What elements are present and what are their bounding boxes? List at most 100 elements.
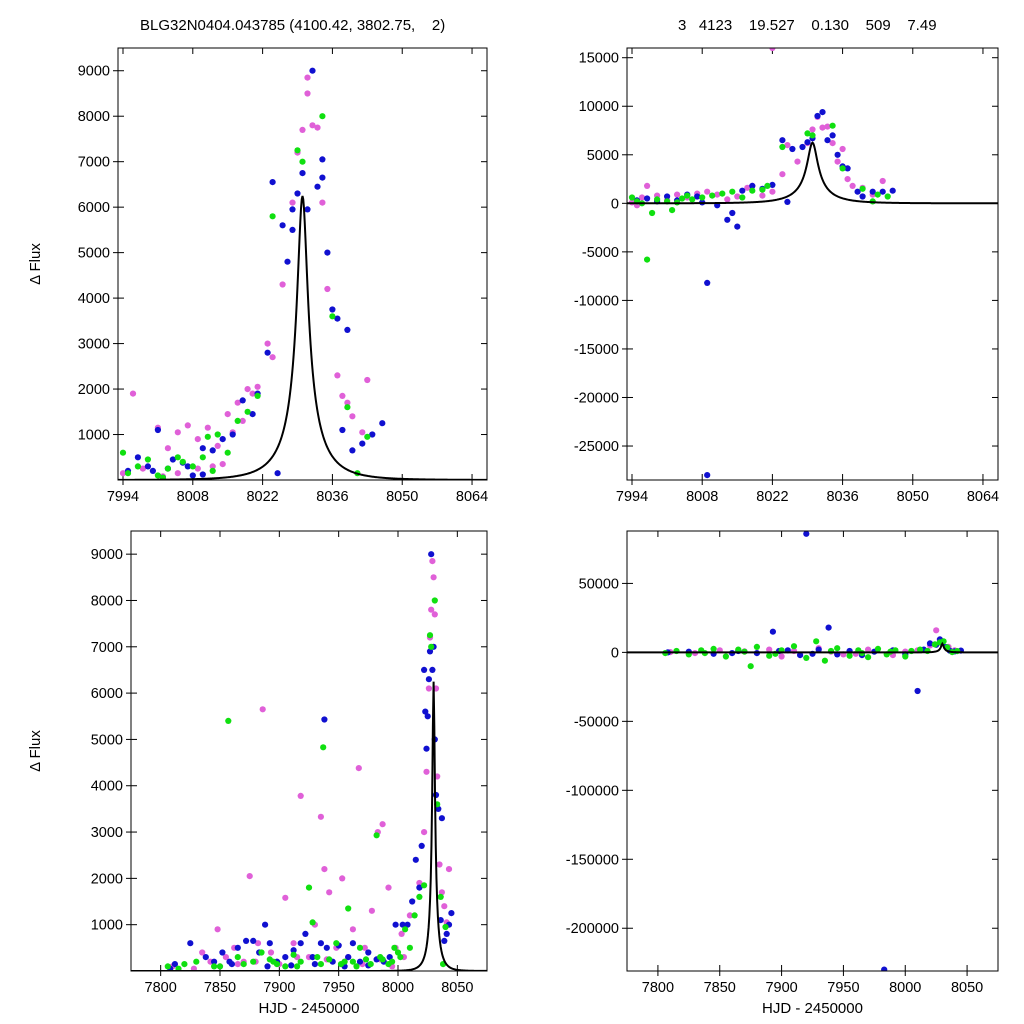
data-point-set3 xyxy=(644,256,651,263)
data-point-set1 xyxy=(222,954,229,961)
data-point-set1 xyxy=(344,399,351,406)
data-point-set2 xyxy=(184,463,191,470)
data-point-set2 xyxy=(309,954,316,961)
data-point-set1 xyxy=(824,123,831,130)
y-tick-label: 6000 xyxy=(91,686,123,702)
y-tick-label: 3000 xyxy=(78,337,110,353)
data-point-set3 xyxy=(353,963,360,970)
data-point-set2 xyxy=(282,954,289,961)
data-point-set3 xyxy=(181,961,188,968)
data-point-set2 xyxy=(734,223,741,230)
data-point-set3 xyxy=(735,646,742,653)
data-point-set2 xyxy=(423,745,430,752)
data-point-set2 xyxy=(284,258,291,265)
data-point-set3 xyxy=(710,645,717,653)
x-tick-label: 8008 xyxy=(686,489,718,505)
x-tick-label: 8050 xyxy=(897,489,929,505)
y-tick-label: 9000 xyxy=(78,64,110,80)
data-point-set2 xyxy=(664,193,671,200)
data-point-set2 xyxy=(694,193,701,200)
data-point-set3 xyxy=(709,192,716,199)
y-tick-label: 4000 xyxy=(91,779,123,795)
model-curve xyxy=(131,681,487,971)
data-point-set1 xyxy=(234,399,241,406)
data-point-set3 xyxy=(654,196,661,203)
data-point-set1 xyxy=(421,829,428,836)
data-point-set2 xyxy=(438,815,445,822)
data-point-set3 xyxy=(314,954,321,961)
data-point-set1 xyxy=(119,470,127,477)
data-point-set1 xyxy=(214,442,221,449)
data-point-set2 xyxy=(249,411,256,418)
y-axis-label: Δ Flux xyxy=(27,243,44,285)
data-point-set2 xyxy=(239,397,246,404)
data-point-set3 xyxy=(406,944,413,951)
data-point-set1 xyxy=(259,706,266,713)
data-point-set3 xyxy=(373,832,380,839)
x-tick-label: 8036 xyxy=(316,489,348,505)
data-point-set2 xyxy=(199,445,206,452)
data-point-set2 xyxy=(288,962,295,969)
data-point-set1 xyxy=(425,685,432,692)
data-point-set3 xyxy=(290,951,297,958)
data-point-set1 xyxy=(368,907,375,914)
data-point-set1 xyxy=(164,445,171,452)
data-point-set2 xyxy=(422,708,429,715)
data-point-set3 xyxy=(309,919,316,926)
data-point-set3 xyxy=(175,965,182,971)
data-point-set1 xyxy=(428,606,435,613)
y-tick-label: 1000 xyxy=(91,918,123,934)
data-point-set2 xyxy=(356,958,364,965)
data-point-set1 xyxy=(430,574,437,581)
data-point-set2 xyxy=(379,420,386,427)
y-tick-label: -10000 xyxy=(574,293,619,309)
data-point-set1 xyxy=(297,792,304,800)
data-point-set3 xyxy=(254,392,261,399)
data-point-set2 xyxy=(854,188,861,195)
data-point-set1 xyxy=(194,465,201,472)
data-point-set2 xyxy=(302,930,309,938)
data-point-set2 xyxy=(804,139,811,146)
y-tick-label: -25000 xyxy=(574,439,619,455)
data-point-set2 xyxy=(814,112,821,120)
y-tick-label: 4000 xyxy=(78,291,110,307)
data-point-set3 xyxy=(234,954,241,961)
x-tick-label: 7994 xyxy=(616,489,648,505)
data-point-set3 xyxy=(270,958,277,965)
data-point-set1 xyxy=(321,866,328,873)
data-point-set1 xyxy=(441,903,448,910)
data-point-set1 xyxy=(361,944,368,951)
data-point-set1 xyxy=(249,390,256,397)
data-point-set1 xyxy=(359,429,366,436)
chart-panel-top-right: 7994 8008 8022 8036 8050 8064 -25000 -20000 -150… xyxy=(574,47,999,505)
data-point-set1 xyxy=(279,281,286,288)
x-tick-label: 8008 xyxy=(177,489,209,505)
data-point-set3 xyxy=(282,963,289,970)
data-point-set3 xyxy=(766,652,773,659)
x-tick-label: 7850 xyxy=(204,980,236,996)
data-point-set2 xyxy=(304,206,311,213)
y-tick-label: -20000 xyxy=(574,390,619,406)
y-tick-label: 9000 xyxy=(91,547,123,563)
x-tick-label: 7900 xyxy=(263,980,295,996)
y-tick-label: 0 xyxy=(611,645,619,661)
data-point-set3 xyxy=(790,643,798,650)
data-point-set3 xyxy=(297,958,304,965)
data-point-set3 xyxy=(884,193,891,200)
data-point-set1 xyxy=(829,140,836,147)
data-point-set2 xyxy=(294,190,301,197)
data-point-set2 xyxy=(269,179,276,186)
data-point-set2 xyxy=(250,937,257,945)
data-point-set1 xyxy=(769,188,776,195)
data-point-set3 xyxy=(402,926,409,933)
data-point-set3 xyxy=(821,657,829,664)
data-point-set1 xyxy=(209,463,216,470)
data-point-set2 xyxy=(889,187,896,194)
data-point-set2 xyxy=(209,447,216,454)
data-point-set2 xyxy=(149,467,156,474)
data-point-set2 xyxy=(789,145,796,153)
data-point-set3 xyxy=(699,194,706,201)
data-point-set1 xyxy=(254,383,261,390)
y-tick-label: 5000 xyxy=(78,246,110,262)
data-point-set1 xyxy=(309,122,316,129)
